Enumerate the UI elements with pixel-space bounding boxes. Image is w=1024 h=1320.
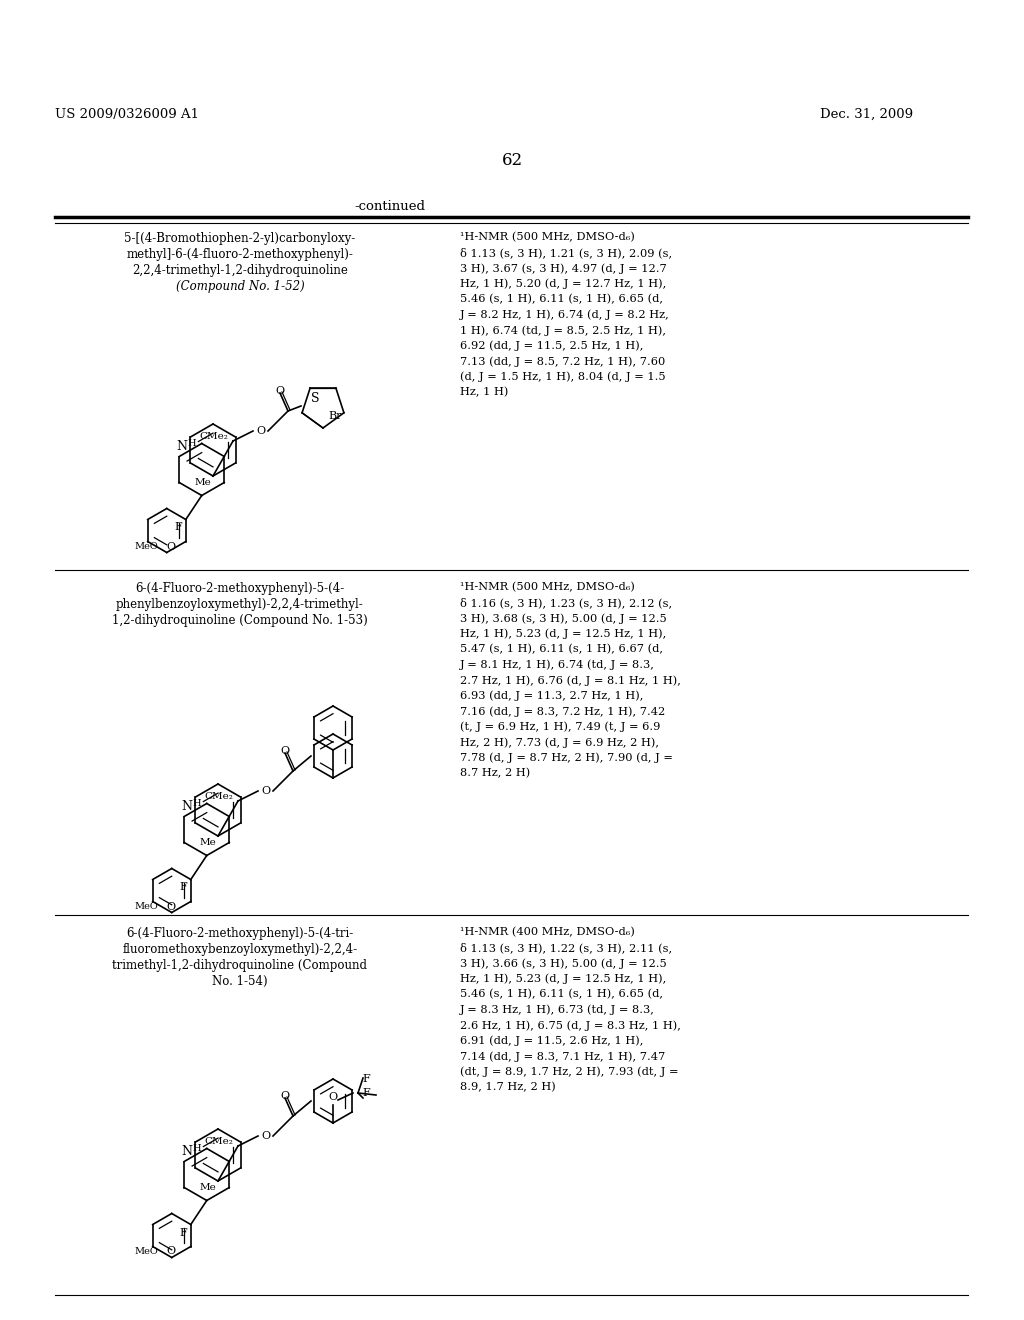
Text: ¹H-NMR (500 MHz, DMSO-d₆): ¹H-NMR (500 MHz, DMSO-d₆)	[460, 232, 635, 243]
Text: ¹H-NMR (500 MHz, DMSO-d₆): ¹H-NMR (500 MHz, DMSO-d₆)	[460, 582, 635, 593]
Text: F: F	[362, 1074, 370, 1084]
Text: Me: Me	[200, 1183, 216, 1192]
Text: 1 H), 6.74 (td, J = 8.5, 2.5 Hz, 1 H),: 1 H), 6.74 (td, J = 8.5, 2.5 Hz, 1 H),	[460, 325, 666, 335]
Text: δ 1.13 (s, 3 H), 1.22 (s, 3 H), 2.11 (s,: δ 1.13 (s, 3 H), 1.22 (s, 3 H), 2.11 (s,	[460, 942, 672, 953]
Text: MeO: MeO	[134, 543, 158, 550]
Text: H: H	[187, 440, 196, 447]
Text: MeO: MeO	[134, 902, 158, 911]
Text: 5-[(4-Bromothiophen-2-yl)carbonyloxy-: 5-[(4-Bromothiophen-2-yl)carbonyloxy-	[124, 232, 355, 246]
Text: 7.13 (dd, J = 8.5, 7.2 Hz, 1 H), 7.60: 7.13 (dd, J = 8.5, 7.2 Hz, 1 H), 7.60	[460, 356, 666, 367]
Text: O: O	[261, 1131, 270, 1140]
Text: 7.16 (dd, J = 8.3, 7.2 Hz, 1 H), 7.42: 7.16 (dd, J = 8.3, 7.2 Hz, 1 H), 7.42	[460, 706, 666, 717]
Text: F: F	[174, 523, 181, 532]
Text: CMe₂: CMe₂	[205, 1137, 233, 1146]
Text: Br: Br	[328, 411, 341, 421]
Text: -continued: -continued	[354, 201, 426, 213]
Text: CMe₂: CMe₂	[200, 432, 228, 441]
Text: 1,2-dihydroquinoline (Compound No. 1-53): 1,2-dihydroquinoline (Compound No. 1-53)	[112, 614, 368, 627]
Text: F: F	[179, 1228, 186, 1238]
Text: O: O	[166, 902, 175, 912]
Text: Dec. 31, 2009: Dec. 31, 2009	[820, 108, 913, 121]
Text: 3 H), 3.66 (s, 3 H), 5.00 (d, J = 12.5: 3 H), 3.66 (s, 3 H), 5.00 (d, J = 12.5	[460, 958, 667, 969]
Text: (Compound No. 1-52): (Compound No. 1-52)	[176, 280, 304, 293]
Text: H: H	[191, 799, 201, 808]
Text: 6.91 (dd, J = 11.5, 2.6 Hz, 1 H),: 6.91 (dd, J = 11.5, 2.6 Hz, 1 H),	[460, 1035, 643, 1045]
Text: 6.92 (dd, J = 11.5, 2.5 Hz, 1 H),: 6.92 (dd, J = 11.5, 2.5 Hz, 1 H),	[460, 341, 643, 351]
Text: 8.9, 1.7 Hz, 2 H): 8.9, 1.7 Hz, 2 H)	[460, 1082, 556, 1093]
Text: 3 H), 3.68 (s, 3 H), 5.00 (d, J = 12.5: 3 H), 3.68 (s, 3 H), 5.00 (d, J = 12.5	[460, 612, 667, 623]
Text: Hz, 1 H): Hz, 1 H)	[460, 387, 508, 397]
Text: Hz, 1 H), 5.23 (d, J = 12.5 Hz, 1 H),: Hz, 1 H), 5.23 (d, J = 12.5 Hz, 1 H),	[460, 628, 667, 639]
Text: 6-(4-Fluoro-2-methoxyphenyl)-5-(4-tri-: 6-(4-Fluoro-2-methoxyphenyl)-5-(4-tri-	[126, 927, 353, 940]
Text: Hz, 1 H), 5.20 (d, J = 12.7 Hz, 1 H),: Hz, 1 H), 5.20 (d, J = 12.7 Hz, 1 H),	[460, 279, 667, 289]
Text: J = 8.2 Hz, 1 H), 6.74 (d, J = 8.2 Hz,: J = 8.2 Hz, 1 H), 6.74 (d, J = 8.2 Hz,	[460, 309, 670, 319]
Text: J = 8.3 Hz, 1 H), 6.73 (td, J = 8.3,: J = 8.3 Hz, 1 H), 6.73 (td, J = 8.3,	[460, 1005, 655, 1015]
Text: O: O	[166, 1246, 175, 1257]
Text: J = 8.1 Hz, 1 H), 6.74 (td, J = 8.3,: J = 8.1 Hz, 1 H), 6.74 (td, J = 8.3,	[460, 660, 655, 671]
Text: δ 1.16 (s, 3 H), 1.23 (s, 3 H), 2.12 (s,: δ 1.16 (s, 3 H), 1.23 (s, 3 H), 2.12 (s,	[460, 598, 672, 609]
Text: ¹H-NMR (400 MHz, DMSO-d₆): ¹H-NMR (400 MHz, DMSO-d₆)	[460, 927, 635, 937]
Text: 5.47 (s, 1 H), 6.11 (s, 1 H), 6.67 (d,: 5.47 (s, 1 H), 6.11 (s, 1 H), 6.67 (d,	[460, 644, 663, 655]
Text: S: S	[311, 392, 319, 405]
Text: Hz, 2 H), 7.73 (d, J = 6.9 Hz, 2 H),: Hz, 2 H), 7.73 (d, J = 6.9 Hz, 2 H),	[460, 737, 659, 747]
Text: N: N	[181, 800, 193, 813]
Text: δ 1.13 (s, 3 H), 1.21 (s, 3 H), 2.09 (s,: δ 1.13 (s, 3 H), 1.21 (s, 3 H), 2.09 (s,	[460, 248, 672, 259]
Text: 5.46 (s, 1 H), 6.11 (s, 1 H), 6.65 (d,: 5.46 (s, 1 H), 6.11 (s, 1 H), 6.65 (d,	[460, 294, 663, 305]
Text: 5.46 (s, 1 H), 6.11 (s, 1 H), 6.65 (d,: 5.46 (s, 1 H), 6.11 (s, 1 H), 6.65 (d,	[460, 989, 663, 999]
Text: O: O	[256, 426, 265, 436]
Text: fluoromethoxybenzoyloxymethyl)-2,2,4-: fluoromethoxybenzoyloxymethyl)-2,2,4-	[123, 942, 357, 956]
Text: 3 H), 3.67 (s, 3 H), 4.97 (d, J = 12.7: 3 H), 3.67 (s, 3 H), 4.97 (d, J = 12.7	[460, 263, 667, 273]
Text: 7.14 (dd, J = 8.3, 7.1 Hz, 1 H), 7.47: 7.14 (dd, J = 8.3, 7.1 Hz, 1 H), 7.47	[460, 1051, 666, 1061]
Text: F: F	[362, 1088, 370, 1098]
Text: N: N	[181, 1144, 193, 1158]
Text: Hz, 1 H), 5.23 (d, J = 12.5 Hz, 1 H),: Hz, 1 H), 5.23 (d, J = 12.5 Hz, 1 H),	[460, 974, 667, 985]
Text: methyl]-6-(4-fluoro-2-methoxyphenyl)-: methyl]-6-(4-fluoro-2-methoxyphenyl)-	[127, 248, 353, 261]
Text: H: H	[191, 1144, 201, 1152]
Text: No. 1-54): No. 1-54)	[212, 975, 268, 987]
Text: O: O	[275, 385, 285, 396]
Text: O: O	[281, 1092, 290, 1101]
Text: O: O	[261, 785, 270, 796]
Text: trimethyl-1,2-dihydroquinoline (Compound: trimethyl-1,2-dihydroquinoline (Compound	[113, 960, 368, 972]
Text: (t, J = 6.9 Hz, 1 H), 7.49 (t, J = 6.9: (t, J = 6.9 Hz, 1 H), 7.49 (t, J = 6.9	[460, 722, 660, 733]
Text: 2.6 Hz, 1 H), 6.75 (d, J = 8.3 Hz, 1 H),: 2.6 Hz, 1 H), 6.75 (d, J = 8.3 Hz, 1 H),	[460, 1020, 681, 1031]
Text: 2,2,4-trimethyl-1,2-dihydroquinoline: 2,2,4-trimethyl-1,2-dihydroquinoline	[132, 264, 348, 277]
Text: N: N	[177, 440, 187, 453]
Text: 8.7 Hz, 2 H): 8.7 Hz, 2 H)	[460, 768, 530, 779]
Text: (dt, J = 8.9, 1.7 Hz, 2 H), 7.93 (dt, J =: (dt, J = 8.9, 1.7 Hz, 2 H), 7.93 (dt, J …	[460, 1067, 679, 1077]
Text: O: O	[281, 746, 290, 756]
Text: 6-(4-Fluoro-2-methoxyphenyl)-5-(4-: 6-(4-Fluoro-2-methoxyphenyl)-5-(4-	[135, 582, 345, 595]
Text: MeO: MeO	[134, 1247, 158, 1257]
Text: 7.78 (d, J = 8.7 Hz, 2 H), 7.90 (d, J =: 7.78 (d, J = 8.7 Hz, 2 H), 7.90 (d, J =	[460, 752, 673, 763]
Text: Me: Me	[200, 838, 216, 847]
Text: O: O	[329, 1092, 338, 1102]
Text: 6.93 (dd, J = 11.3, 2.7 Hz, 1 H),: 6.93 (dd, J = 11.3, 2.7 Hz, 1 H),	[460, 690, 643, 701]
Text: F: F	[179, 883, 186, 892]
Text: CMe₂: CMe₂	[205, 792, 233, 801]
Text: 62: 62	[502, 152, 522, 169]
Text: Me: Me	[195, 478, 211, 487]
Text: phenylbenzoyloxymethyl)-2,2,4-trimethyl-: phenylbenzoyloxymethyl)-2,2,4-trimethyl-	[116, 598, 364, 611]
Text: (d, J = 1.5 Hz, 1 H), 8.04 (d, J = 1.5: (d, J = 1.5 Hz, 1 H), 8.04 (d, J = 1.5	[460, 371, 666, 381]
Text: US 2009/0326009 A1: US 2009/0326009 A1	[55, 108, 199, 121]
Text: 2.7 Hz, 1 H), 6.76 (d, J = 8.1 Hz, 1 H),: 2.7 Hz, 1 H), 6.76 (d, J = 8.1 Hz, 1 H),	[460, 675, 681, 685]
Text: O: O	[166, 541, 175, 552]
